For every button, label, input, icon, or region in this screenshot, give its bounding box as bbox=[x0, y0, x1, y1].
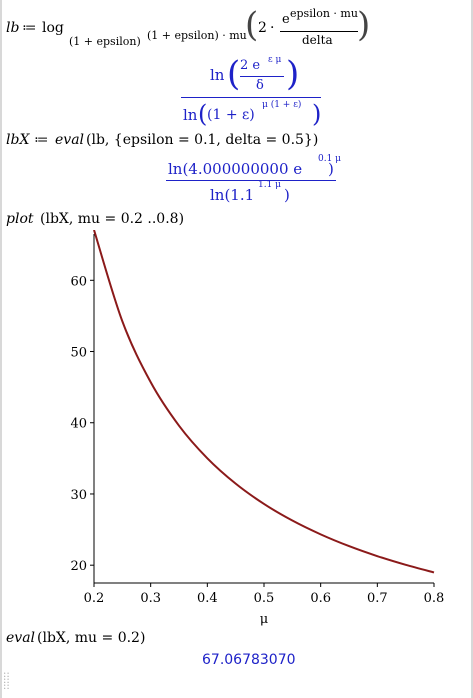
section-grip-icon[interactable]: :::::: bbox=[3, 669, 10, 692]
log-argument-prefix: (1 + epsilon) · mu bbox=[147, 29, 247, 42]
x-tick-label: 0.3 bbox=[140, 591, 161, 606]
output1-num-left-paren: ( bbox=[227, 54, 241, 94]
x-axis-label: μ bbox=[260, 612, 268, 627]
exp-superscript: epsilon · mu bbox=[290, 7, 358, 20]
output1-inner-fraction-bar bbox=[240, 76, 284, 77]
output2-den-superscript: 1.1 μ bbox=[258, 180, 282, 190]
y-tick-label: 30 bbox=[70, 488, 87, 503]
plot-region[interactable]: 0.2 0.3 0.4 0.5 0.6 0.7 0.8 20 30 40 50 60 μ bbox=[0, 230, 473, 630]
x-tick-label: 0.2 bbox=[84, 591, 105, 606]
left-paren: ( bbox=[245, 5, 259, 45]
multiply-dot: · bbox=[270, 20, 275, 36]
eval-function-2: eval bbox=[6, 630, 36, 646]
y-tick-label: 40 bbox=[70, 417, 87, 432]
output2-num-superscript: 0.1 μ bbox=[318, 154, 342, 164]
y-tick-label: 50 bbox=[70, 346, 87, 361]
fraction-bar bbox=[280, 31, 358, 32]
two-constant: 2 bbox=[258, 20, 267, 36]
output2-num-close: ) bbox=[328, 160, 334, 178]
worksheet-right-border bbox=[471, 0, 473, 698]
delta-denominator: delta bbox=[302, 33, 333, 47]
plot-series bbox=[93, 230, 435, 574]
output2-fraction-bar bbox=[166, 180, 336, 181]
log-base-subscript: (1 + epsilon) bbox=[69, 35, 141, 48]
output1-main-fraction-bar bbox=[181, 97, 321, 98]
y-tick-label: 60 bbox=[70, 274, 87, 289]
plot-arguments: (lbX, mu = 0.2 ..0.8) bbox=[40, 211, 185, 227]
worksheet-left-border bbox=[0, 0, 2, 698]
x-tick-label: 0.6 bbox=[310, 591, 331, 606]
lhs-variable: lb bbox=[6, 20, 20, 36]
output1-ln-denominator: ln bbox=[183, 106, 198, 124]
lhs-variable-lbx: lbX bbox=[6, 132, 30, 148]
output1-den-inner: (1 + ε) bbox=[207, 107, 255, 123]
output2-numerator: ln(4.000000000 e bbox=[168, 160, 303, 178]
x-tick-label: 0.7 bbox=[367, 591, 388, 606]
y-tick-label: 20 bbox=[70, 559, 87, 574]
output1-ln-numerator: ln bbox=[210, 66, 225, 84]
series-line-0 bbox=[93, 230, 435, 574]
x-tick-label: 0.5 bbox=[254, 591, 275, 606]
exp-base: e bbox=[282, 12, 290, 27]
output2-denominator: ln(1.1 bbox=[210, 186, 255, 204]
output1-e-superscript: ε μ bbox=[268, 55, 282, 65]
log-function: log bbox=[42, 20, 64, 36]
output1-delta: δ bbox=[256, 78, 264, 93]
output1-den-superscript: μ (1 + ε) bbox=[262, 100, 302, 110]
plot-axes bbox=[93, 234, 434, 584]
result-value: 67.06783070 bbox=[202, 652, 296, 668]
output1-den-left-paren: ( bbox=[198, 100, 208, 128]
eval-function: eval bbox=[55, 132, 85, 148]
plot-function: plot bbox=[6, 211, 34, 227]
x-tick-label: 0.8 bbox=[424, 591, 445, 606]
assign-operator: ≔ bbox=[22, 20, 37, 36]
plot-ticks: 0.2 0.3 0.4 0.5 0.6 0.7 0.8 20 30 40 50 60 bbox=[70, 274, 444, 606]
eval-arguments-2: (lbX, mu = 0.2) bbox=[37, 630, 146, 646]
right-paren: ) bbox=[357, 5, 371, 45]
output1-two-e: 2 e bbox=[240, 58, 261, 73]
assign-operator-2: ≔ bbox=[34, 132, 49, 148]
output2-den-close: ) bbox=[284, 186, 290, 204]
eval-arguments: (lb, {epsilon = 0.1, delta = 0.5}) bbox=[86, 132, 319, 148]
x-tick-label: 0.4 bbox=[197, 591, 218, 606]
output1-den-right-paren: ) bbox=[312, 100, 322, 128]
output1-num-right-paren: ) bbox=[286, 54, 300, 94]
